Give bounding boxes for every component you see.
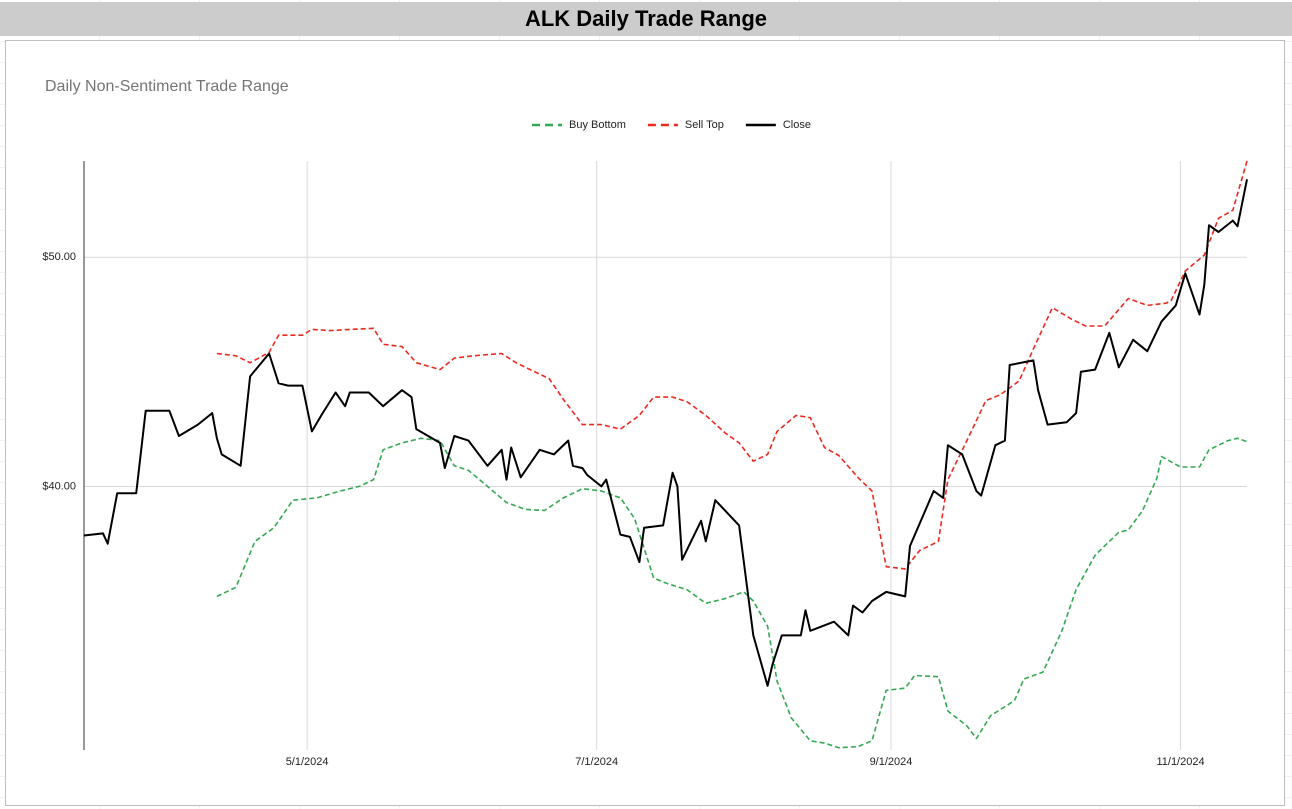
- header-bar: [0, 2, 1292, 36]
- x-tick-label: 11/1/2024: [1156, 756, 1204, 768]
- series-line: [216, 437, 1248, 749]
- x-tick-label: 9/1/2024: [870, 756, 913, 768]
- chart-title: Daily Non-Sentiment Trade Range: [45, 78, 289, 95]
- legend-label: Buy Bottom: [569, 119, 626, 131]
- x-tick-label: 7/1/2024: [575, 756, 618, 768]
- legend-label: Sell Top: [685, 119, 724, 131]
- y-tick-label: $40.00: [42, 480, 76, 492]
- chart-frame: [5, 40, 1285, 806]
- legend-label: Close: [783, 119, 811, 131]
- y-tick-label: $50.00: [42, 251, 76, 263]
- series-line: [216, 160, 1248, 570]
- legend: Buy Bottom Sell Top Close: [532, 119, 811, 131]
- sheet-title: ALK Daily Trade Range: [525, 6, 767, 31]
- series-line: [83, 179, 1248, 687]
- plot-area: $40.00 $50.00 5/1/2024 7/1/2024 9/1/2024 11/1…: [42, 119, 1248, 768]
- x-tick-label: 5/1/2024: [286, 756, 329, 768]
